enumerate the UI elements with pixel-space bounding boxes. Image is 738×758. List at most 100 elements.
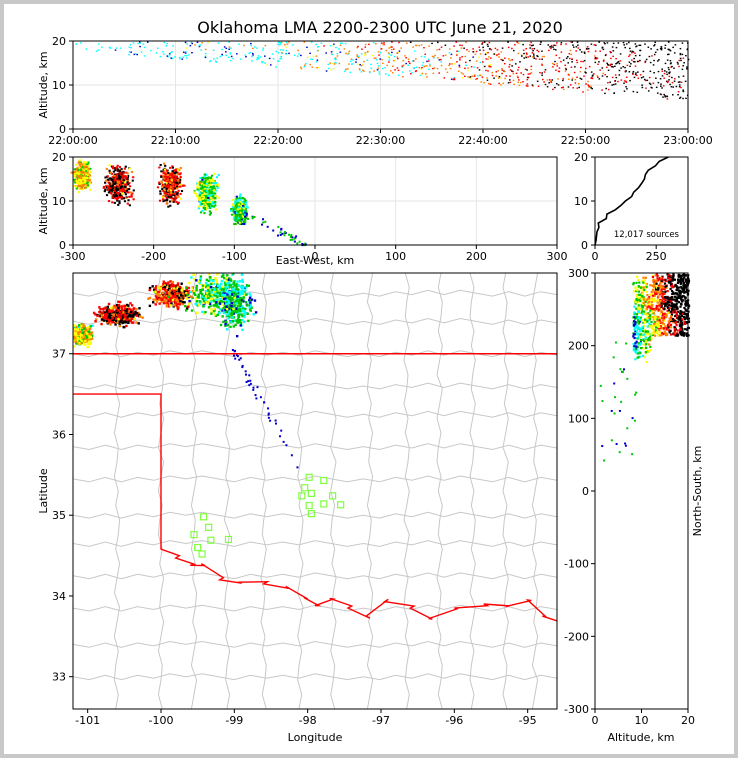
plan-view-source bbox=[114, 319, 118, 323]
time-height-source bbox=[594, 57, 597, 59]
time-height-source bbox=[510, 70, 513, 72]
plan-view-source bbox=[236, 355, 239, 358]
plan-view-source bbox=[81, 331, 84, 335]
time-height-source bbox=[576, 76, 578, 79]
time-height-source bbox=[228, 41, 230, 43]
time-height-source bbox=[572, 87, 575, 89]
time-height-source bbox=[433, 56, 435, 58]
plan-view-source bbox=[209, 297, 212, 301]
ew-altitude-source bbox=[85, 161, 88, 164]
ew-altitude-source bbox=[107, 185, 110, 188]
time-height-source bbox=[429, 65, 431, 67]
time-height-source bbox=[350, 58, 353, 60]
plan-view-source bbox=[241, 366, 244, 369]
time-height-source bbox=[334, 61, 337, 64]
county-line bbox=[223, 273, 231, 709]
time-height-xtick-label: 22:20:00 bbox=[253, 134, 302, 147]
plan-view-source bbox=[105, 314, 109, 318]
time-height-source bbox=[496, 49, 499, 51]
time-height-source bbox=[428, 68, 430, 70]
ew-altitude-source bbox=[79, 176, 83, 179]
ew-altitude-source bbox=[165, 189, 168, 192]
lma-station-marker bbox=[307, 489, 315, 498]
ew-altitude-source bbox=[112, 187, 115, 190]
plan-view-source bbox=[209, 291, 212, 294]
time-height-source bbox=[172, 45, 174, 47]
time-height-source bbox=[625, 76, 628, 78]
time-height-source bbox=[347, 53, 349, 55]
time-height-source bbox=[609, 63, 612, 66]
ew-altitude-source bbox=[201, 197, 205, 200]
altitude-ns-source bbox=[657, 284, 660, 287]
time-height-source bbox=[596, 75, 599, 77]
time-height-source bbox=[355, 61, 357, 63]
time-height-source bbox=[575, 50, 577, 52]
plan-view-source bbox=[123, 317, 126, 321]
time-height-source bbox=[628, 71, 631, 73]
plan-view-source bbox=[70, 334, 72, 336]
plan-view-source bbox=[204, 295, 208, 298]
time-height-source bbox=[594, 55, 596, 57]
time-height-source bbox=[550, 44, 553, 47]
plan-view-source bbox=[253, 299, 257, 302]
plan-view-source bbox=[187, 302, 191, 306]
ew-altitude-source bbox=[174, 191, 178, 194]
ew-altitude-source bbox=[304, 242, 307, 245]
plan-view-source bbox=[172, 287, 175, 290]
ew-altitude-source bbox=[239, 207, 242, 210]
ew-altitude-source bbox=[238, 203, 241, 206]
time-height-source bbox=[481, 43, 483, 45]
time-height-source bbox=[558, 70, 561, 73]
time-height-source bbox=[493, 77, 495, 79]
plan-view-source bbox=[232, 354, 235, 357]
time-height-source bbox=[256, 57, 259, 59]
time-height-source bbox=[626, 88, 628, 90]
plan-view-source bbox=[70, 333, 72, 335]
time-height-source bbox=[605, 87, 607, 90]
time-height-source bbox=[551, 62, 554, 65]
plan-view-source bbox=[215, 301, 218, 304]
time-height-source bbox=[501, 69, 504, 71]
time-height-source bbox=[489, 66, 492, 68]
time-height-source bbox=[401, 71, 404, 73]
plan-view-source bbox=[184, 309, 188, 312]
time-height-source bbox=[686, 48, 689, 51]
time-height-source bbox=[635, 45, 637, 48]
plan-view-source bbox=[156, 296, 159, 300]
plan-view-source bbox=[188, 281, 191, 285]
ew-altitude-source bbox=[122, 174, 125, 177]
time-height-source bbox=[576, 87, 579, 89]
time-height-source bbox=[617, 80, 619, 83]
time-height-source bbox=[483, 81, 486, 84]
plan-view-source bbox=[210, 270, 212, 272]
plan-view-source bbox=[117, 309, 120, 312]
plan-view-source bbox=[131, 312, 135, 315]
county-line bbox=[73, 475, 557, 483]
time-height-source bbox=[683, 62, 685, 64]
ew-altitude-source bbox=[212, 194, 215, 197]
time-height-source bbox=[556, 63, 558, 65]
plan-view-source bbox=[94, 313, 97, 316]
plan-view-source bbox=[202, 301, 205, 305]
time-height-source bbox=[625, 80, 627, 83]
plan-view-source bbox=[267, 407, 270, 410]
time-height-source bbox=[649, 83, 652, 85]
plan-view-source bbox=[201, 270, 203, 272]
plan-view-source bbox=[112, 318, 116, 321]
ew-altitude-source bbox=[198, 192, 201, 195]
ew-altitude-source bbox=[171, 166, 174, 169]
ew-altitude-source bbox=[237, 211, 240, 214]
time-height-source bbox=[200, 49, 202, 51]
time-height-source bbox=[503, 62, 506, 65]
time-height-source bbox=[668, 72, 670, 74]
plan-view-source bbox=[164, 282, 168, 285]
plan-view-source bbox=[285, 444, 288, 447]
time-height-source bbox=[229, 53, 232, 55]
time-height-source bbox=[388, 47, 390, 49]
ew-altitude-source bbox=[169, 177, 172, 180]
plan-view-source bbox=[78, 341, 81, 344]
ew-altitude-source bbox=[167, 187, 170, 190]
ew-altitude-source bbox=[114, 181, 117, 184]
ew-altitude-source bbox=[209, 183, 212, 186]
plan-view-source bbox=[232, 295, 236, 299]
